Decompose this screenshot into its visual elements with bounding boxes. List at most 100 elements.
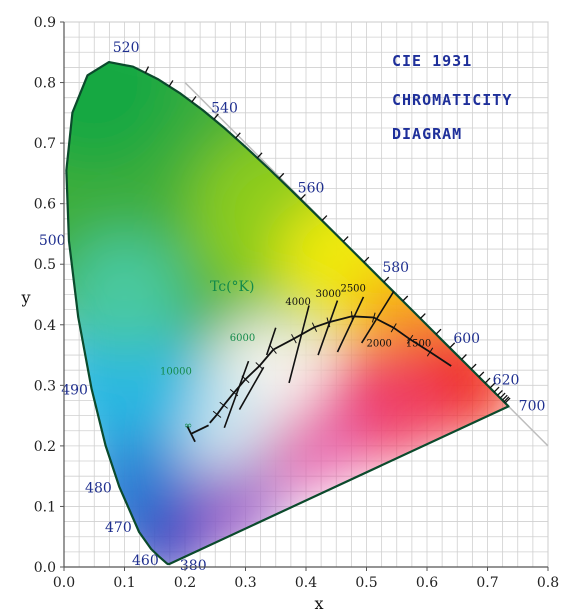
temperature-label: 3000: [316, 289, 341, 300]
locus-tick: [461, 354, 467, 360]
x-tick-label: 0.4: [295, 575, 317, 591]
isotherm-line: [317, 300, 339, 356]
y-tick-label: 0.3: [34, 378, 56, 394]
wavelength-label: 380: [180, 558, 207, 574]
y-axis-label: y: [20, 288, 30, 307]
locus-tick: [435, 328, 442, 335]
infinity-segment: [190, 424, 209, 435]
chart-title-line-2: CHROMATICITY: [392, 91, 512, 109]
locus-tick: [419, 313, 426, 319]
x-tick-label: 0.1: [113, 575, 135, 591]
y-tick-label: 0.6: [34, 197, 56, 213]
spectral-locus-layer: [65, 60, 511, 566]
locus-tick: [499, 392, 506, 399]
axes-layer: 0.0 0.1 0.2 0.3 0.4 0.5 0.6 0.7 0.8 0.0 0.1 0.2 0.3 0…: [34, 15, 559, 591]
planckian-tick: [426, 347, 434, 357]
locus-tick: [321, 215, 328, 221]
wavelength-label: 490: [61, 382, 88, 398]
x-axis-label: x: [314, 594, 323, 613]
planckian-tick: [269, 345, 277, 354]
wavelength-label: 700: [519, 399, 546, 415]
planckian-tick: [291, 334, 297, 344]
labels-layer: 380 460 470 480 490 500 520 540 560 580 600 620 700: [39, 40, 546, 574]
isotherm-line: [265, 327, 277, 356]
locus-tick: [497, 389, 503, 396]
planckian-tick: [255, 362, 264, 370]
isotherm-line: [288, 305, 310, 384]
locus-tick: [489, 382, 496, 389]
isotherm-line: [223, 360, 250, 428]
infinity-end-cap: [186, 425, 196, 443]
wavelength-label: 580: [382, 260, 409, 276]
y-tick-label: 0.5: [34, 257, 56, 273]
temperature-label: 2000: [366, 339, 391, 350]
planckian-tick: [371, 312, 376, 323]
temperature-label: 2500: [340, 283, 365, 294]
y-tick-label: 0.1: [34, 499, 56, 515]
wavelength-label: 500: [39, 233, 66, 249]
x-tick-label: 0.3: [234, 575, 256, 591]
planckian-locus: [209, 315, 452, 424]
locus-tick: [449, 342, 456, 349]
wavelength-label: 460: [132, 553, 159, 569]
planckian-tick: [390, 323, 397, 333]
locus-tick: [256, 152, 263, 159]
planckian-tick: [406, 334, 414, 344]
temperature-label: 10000: [160, 366, 192, 377]
locus-tick: [144, 66, 150, 74]
temperature-label: 6000: [230, 333, 255, 344]
locus-tick: [503, 396, 510, 403]
locus-tick: [300, 193, 306, 200]
y-tick-label: 0.2: [34, 439, 56, 455]
x-tick-label: 0.7: [476, 575, 498, 591]
color-blob: [66, 62, 185, 173]
locus-tick: [235, 132, 241, 139]
isotherm-line: [238, 366, 265, 410]
locus-tick: [168, 80, 174, 87]
locus-tick: [363, 256, 370, 263]
locus-tick: [493, 386, 500, 393]
color-blob: [66, 234, 185, 355]
locus-tick: [470, 363, 477, 370]
wavelength-label: 600: [453, 331, 480, 347]
chart-title: CIE 1931 CHROMATICITY DIAGRAM: [392, 52, 512, 143]
locus-tick: [501, 394, 508, 401]
y-tick-label: 0.0: [34, 560, 56, 576]
wavelength-label: 520: [113, 40, 140, 56]
y-tick-label: 0.9: [34, 15, 56, 31]
locus-tick: [484, 377, 491, 384]
x-tick-label: 0.8: [537, 575, 559, 591]
x-tick-label: 0.5: [355, 575, 377, 591]
locus-tick: [504, 397, 511, 404]
chart-title-line-3: DIAGRAM: [392, 125, 462, 143]
y-tick-label: 0.8: [34, 76, 56, 92]
locus-tick: [478, 371, 485, 378]
x-tick-label: 0.6: [416, 575, 438, 591]
isotherm-line: [360, 291, 395, 344]
locus-tick: [191, 95, 197, 103]
temperature-label: ∞: [184, 420, 192, 431]
planckian-tick: [219, 401, 228, 409]
planckian-locus-layer: ∞ 10000 6000 4000 3000 2500 2000 1500: [160, 283, 452, 443]
wavelength-label: 540: [211, 100, 238, 116]
wavelength-label: 480: [85, 480, 112, 496]
wavelength-label: 620: [493, 372, 520, 388]
x-tick-label: 0.0: [53, 575, 75, 591]
wavelength-label: 470: [105, 520, 132, 536]
locus-tick: [278, 172, 285, 179]
wavelength-label: 560: [298, 181, 325, 197]
locus-tick: [213, 113, 219, 120]
x-tick-label: 0.2: [174, 575, 196, 591]
isotherm-line: [336, 296, 365, 353]
y-tick-label: 0.4: [34, 318, 56, 334]
temperature-axis-label: Tc(°K): [210, 279, 254, 295]
temperature-label: 1500: [406, 339, 431, 350]
locus-tick: [402, 295, 409, 302]
locus-tick: [342, 236, 349, 243]
y-tick-label: 0.7: [34, 136, 56, 152]
temperature-label: 4000: [285, 297, 310, 308]
planckian-tick: [311, 322, 318, 332]
planckian-tick: [212, 410, 222, 418]
locus-tick: [383, 276, 390, 283]
